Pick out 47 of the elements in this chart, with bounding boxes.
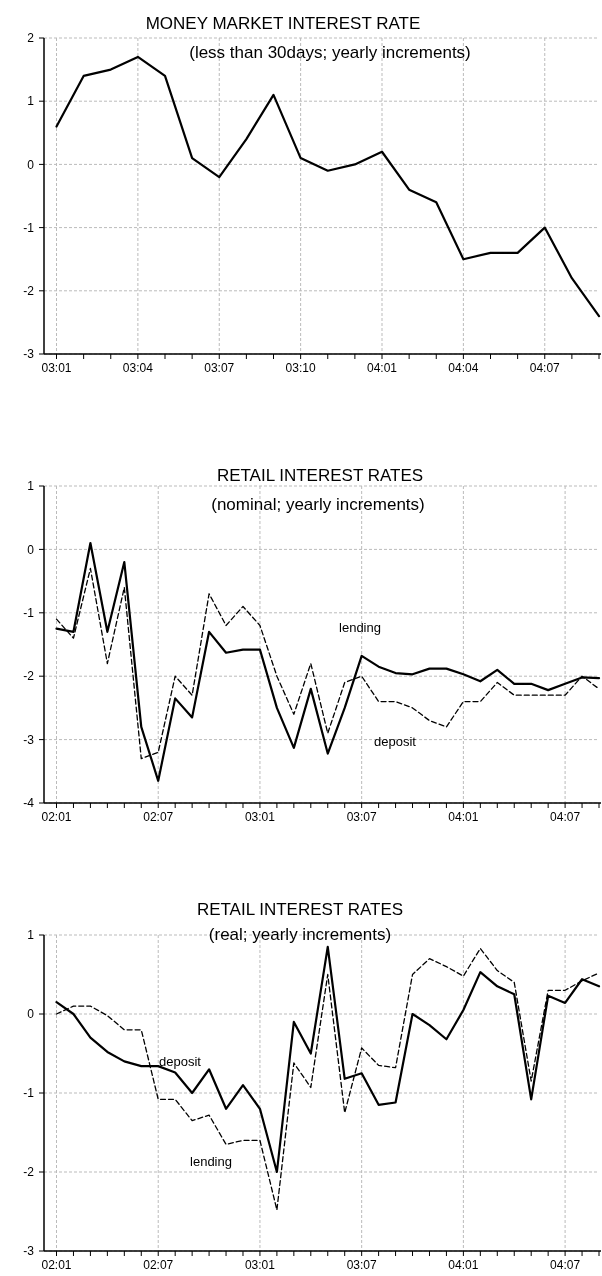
y-tick-label: 0 (27, 1007, 35, 1022)
y-tick-label: 0 (27, 157, 35, 172)
x-tick-label: 04:04 (448, 361, 479, 375)
y-tick-label: 1 (27, 928, 35, 943)
x-tick-label: 02:07 (143, 1258, 174, 1272)
x-tick-label: 04:01 (366, 361, 398, 375)
x-tick-label: 03:04 (122, 361, 154, 375)
x-tick-label: 03:07 (346, 810, 377, 824)
x-tick-label: 04:07 (550, 1258, 581, 1272)
x-tick-label: 03:07 (204, 361, 235, 375)
y-tick-label: -1 (23, 606, 35, 620)
series-label: deposit (374, 734, 417, 749)
y-tick-label: -3 (23, 732, 35, 747)
y-tick-label: -3 (23, 347, 35, 362)
y-tick-label: -2 (23, 1165, 35, 1180)
chart-title: MONEY MARKET INTEREST RATE (145, 14, 421, 33)
x-tick-label: 03:10 (285, 361, 316, 375)
x-tick-label: 03:07 (346, 1258, 377, 1272)
x-tick-label: 03:01 (41, 361, 72, 375)
y-tick-label: -2 (23, 669, 35, 684)
line-series (55, 541, 601, 782)
y-tick-label: -1 (23, 220, 35, 235)
y-tick-label: 0 (27, 542, 35, 557)
series-label: deposit (159, 1054, 202, 1069)
y-tick-label: -3 (23, 1244, 35, 1259)
x-tick-label: 02:01 (41, 810, 72, 824)
y-tick-label: 1 (27, 479, 35, 494)
y-tick-label: 1 (27, 94, 35, 109)
x-tick-label: 04:07 (529, 361, 561, 375)
x-tick-label: 02:07 (143, 810, 174, 824)
chart-subtitle: (less than 30days; yearly increments) (189, 43, 471, 62)
series-label: lending (190, 1154, 232, 1169)
y-tick-label: -4 (23, 796, 35, 811)
text: lending (339, 620, 381, 635)
x-tick-label: 03:01 (244, 1258, 276, 1272)
chart-subtitle: (real; yearly increments) (208, 925, 392, 944)
chart-title: RETAIL INTEREST RATES (196, 900, 404, 919)
y-tick-label: -2 (23, 284, 35, 298)
x-tick-label: 02:01 (41, 1258, 72, 1272)
text: (nominal; yearly increments) (211, 495, 425, 514)
y-tick-label: -1 (23, 1086, 35, 1101)
x-tick-label: 04:07 (550, 810, 581, 824)
chart-title: RETAIL INTEREST RATES (216, 466, 424, 485)
y-tick-label: 2 (27, 31, 35, 46)
x-tick-label: 03:01 (244, 810, 276, 824)
x-tick-label: 04:01 (448, 1258, 479, 1272)
x-tick-label: 04:01 (448, 810, 479, 824)
